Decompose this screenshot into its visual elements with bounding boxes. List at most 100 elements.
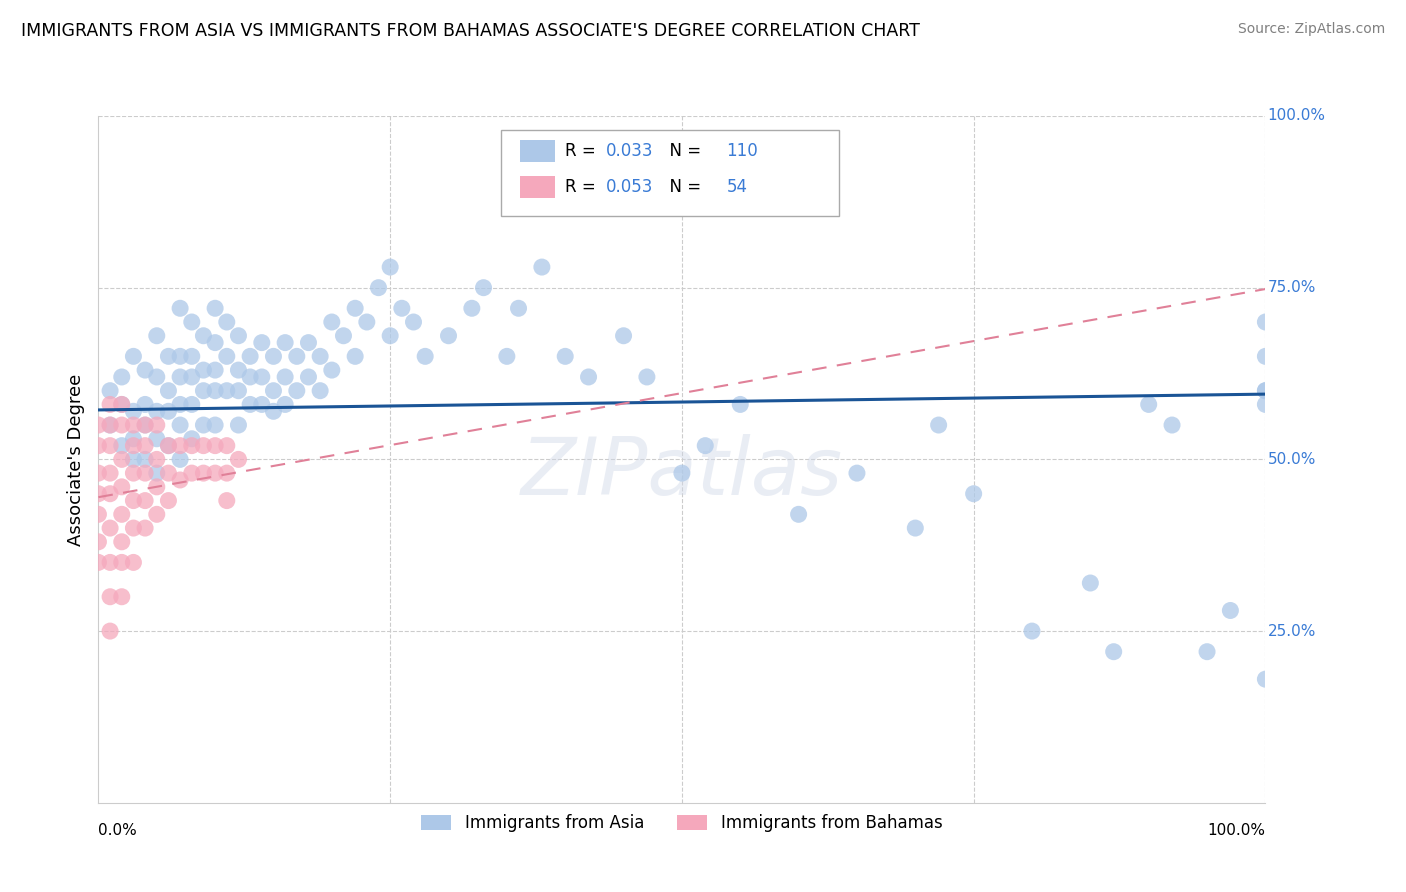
Point — [239, 350, 262, 364]
Point — [180, 350, 202, 364]
Point — [285, 350, 308, 364]
Text: 100.0%: 100.0% — [1268, 109, 1326, 123]
Point — [157, 439, 180, 453]
Point — [134, 466, 156, 480]
Point — [157, 466, 180, 480]
Point — [215, 493, 238, 508]
Point — [554, 350, 576, 364]
Point — [274, 397, 297, 411]
Point — [787, 508, 810, 522]
Point — [180, 370, 202, 384]
Point — [215, 315, 238, 329]
Point — [636, 370, 658, 384]
Point — [215, 466, 238, 480]
Point — [98, 590, 121, 604]
Point — [215, 439, 238, 453]
Text: 0.0%: 0.0% — [98, 823, 138, 838]
Point — [122, 555, 145, 570]
Point — [228, 328, 250, 343]
Point — [157, 350, 180, 364]
Text: 100.0%: 100.0% — [1208, 823, 1265, 838]
Point — [472, 281, 495, 295]
Point — [134, 363, 156, 377]
Point — [730, 397, 752, 411]
Point — [146, 466, 169, 480]
Point — [87, 487, 110, 501]
Point — [344, 301, 367, 316]
Point — [613, 328, 636, 343]
Point — [204, 466, 226, 480]
Point — [98, 417, 121, 432]
Point — [111, 590, 134, 604]
Point — [169, 397, 191, 411]
Point — [262, 404, 284, 418]
Point — [169, 370, 191, 384]
Point — [146, 432, 169, 446]
Point — [274, 335, 297, 350]
Text: Source: ZipAtlas.com: Source: ZipAtlas.com — [1237, 22, 1385, 37]
Point — [297, 370, 319, 384]
Point — [98, 417, 121, 432]
Point — [695, 439, 717, 453]
Point — [380, 260, 402, 274]
Point — [134, 521, 156, 535]
Point — [122, 439, 145, 453]
Point — [146, 404, 169, 418]
Point — [134, 417, 156, 432]
Point — [98, 466, 121, 480]
Point — [169, 301, 191, 316]
Point — [193, 328, 215, 343]
Point — [134, 452, 156, 467]
Point — [1254, 672, 1277, 686]
FancyBboxPatch shape — [520, 176, 555, 198]
Text: N =: N = — [658, 142, 706, 160]
Text: R =: R = — [565, 142, 602, 160]
Point — [111, 370, 134, 384]
Point — [146, 452, 169, 467]
Point — [437, 328, 460, 343]
Point — [413, 350, 436, 364]
Point — [98, 521, 121, 535]
Text: 54: 54 — [727, 178, 747, 195]
Point — [578, 370, 600, 384]
Point — [146, 370, 169, 384]
Point — [98, 624, 121, 639]
Point — [309, 350, 332, 364]
Point — [962, 487, 984, 501]
Point — [204, 417, 226, 432]
Point — [157, 439, 180, 453]
Point — [1161, 417, 1184, 432]
Point — [134, 417, 156, 432]
Point — [1254, 384, 1277, 398]
Point — [122, 432, 145, 446]
Point — [122, 493, 145, 508]
Text: N =: N = — [658, 178, 706, 195]
Point — [262, 384, 284, 398]
Point — [904, 521, 927, 535]
Point — [228, 452, 250, 467]
Point — [180, 432, 202, 446]
Point — [391, 301, 413, 316]
Point — [671, 466, 693, 480]
Point — [1254, 397, 1277, 411]
Point — [402, 315, 425, 329]
Point — [204, 335, 226, 350]
Point — [204, 384, 226, 398]
Point — [169, 417, 191, 432]
Point — [1102, 645, 1125, 659]
Point — [157, 493, 180, 508]
Point — [193, 363, 215, 377]
Point — [1254, 315, 1277, 329]
Point — [111, 397, 134, 411]
Point — [204, 439, 226, 453]
Point — [193, 439, 215, 453]
Point — [87, 466, 110, 480]
Point — [111, 480, 134, 494]
Point — [169, 473, 191, 487]
Point — [169, 439, 191, 453]
Point — [380, 328, 402, 343]
Point — [134, 397, 156, 411]
Point — [122, 466, 145, 480]
Text: 75.0%: 75.0% — [1268, 280, 1316, 295]
Point — [508, 301, 530, 316]
